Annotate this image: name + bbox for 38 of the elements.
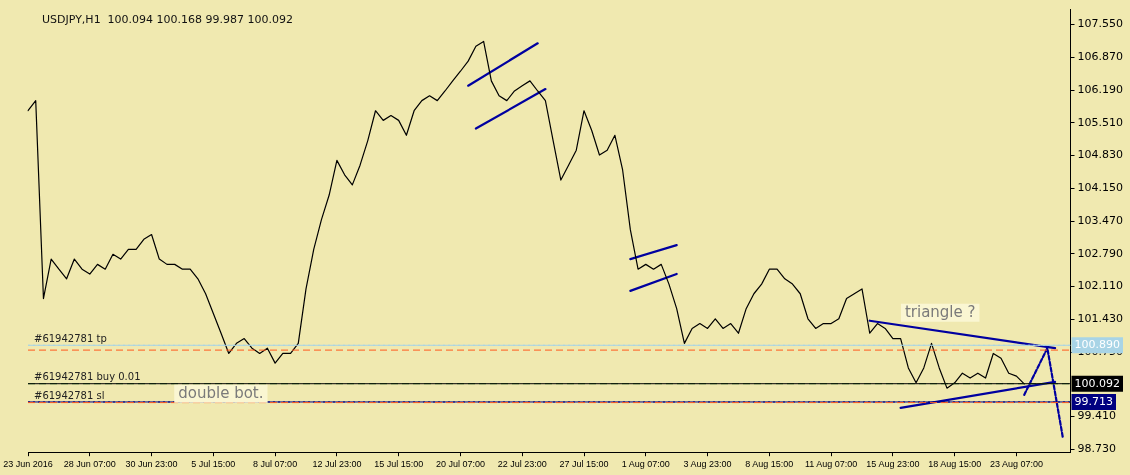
x-tick-label: 12 Jul 23:00 [312,459,362,470]
ref-line-label: #61942781 tp [34,332,107,344]
x-tick-label: 23 Jun 2016 [3,459,53,470]
x-tick-label: 27 Jul 15:00 [559,459,609,470]
y-tick-label: 104.830 [1077,148,1124,162]
x-tick-label: 15 Aug 23:00 [866,459,920,470]
ref-line-label: #61942781 buy 0.01 [34,371,141,383]
x-tick-label: 5 Jul 15:00 [191,459,236,470]
y-tick-label: 99.410 [1077,409,1117,423]
x-tick-label: 1 Aug 07:00 [621,459,670,470]
y-tick-label: 105.510 [1077,115,1124,129]
x-tick-label: 20 Jul 07:00 [435,459,485,470]
x-tick-label: 22 Jul 23:00 [497,459,547,470]
y-tick-label: 106.190 [1077,82,1124,96]
chart-title: USDJPY,H1 100.094 100.168 99.987 100.092 [42,12,294,26]
y-tick-label: 102.790 [1077,246,1124,260]
ref-line-label: 100.092 [1074,376,1121,390]
y-tick-label: 106.870 [1077,50,1124,64]
ref-line-label: 100.890 [1074,338,1121,352]
x-tick-label: 23 Aug 07:00 [989,459,1043,470]
y-tick-label: 101.430 [1077,312,1124,326]
x-tick-label: 8 Aug 15:00 [745,459,794,470]
y-tick-label: 103.470 [1077,213,1124,227]
x-tick-label: 3 Aug 23:00 [683,459,732,470]
ref-line-label: 99.713 [1074,394,1114,408]
y-tick-label: 104.150 [1077,181,1124,195]
ref-line-label: #61942781 sl [34,389,105,401]
x-tick-label: 18 Aug 15:00 [928,459,982,470]
x-tick-label: 11 Aug 07:00 [804,459,858,470]
x-tick-label: 30 Jun 23:00 [125,459,178,470]
y-tick-label: 102.110 [1077,279,1124,293]
annotation: triangle ? [904,302,976,321]
annotation: double bot. [178,383,264,402]
y-tick-label: 98.730 [1077,442,1117,456]
y-tick-label: 107.550 [1077,17,1124,31]
x-tick-label: 15 Jul 15:00 [374,459,424,470]
x-tick-label: 28 Jun 07:00 [63,459,116,470]
x-tick-label: 8 Jul 07:00 [253,459,298,470]
